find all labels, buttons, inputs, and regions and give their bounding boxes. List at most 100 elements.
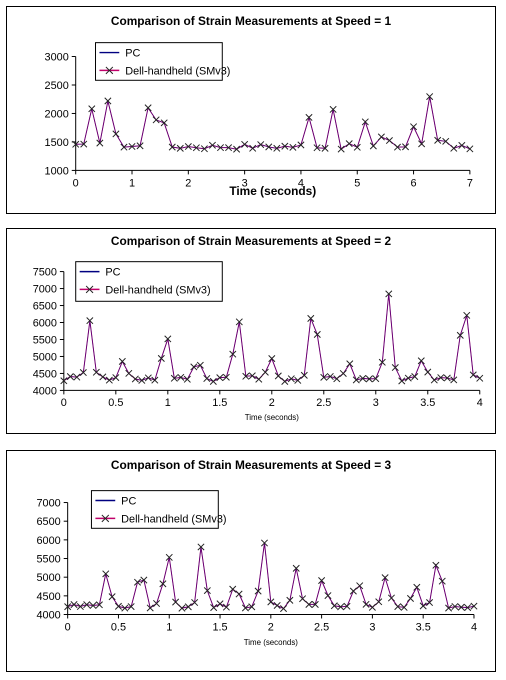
x-marker — [365, 375, 373, 383]
x-marker — [418, 140, 426, 148]
x-marker — [345, 140, 353, 148]
x-marker — [242, 372, 250, 380]
x-tick-label: 1 — [166, 621, 172, 633]
x-marker — [305, 113, 313, 121]
chart-panel-speed-1: Comparison of Strain Measurements at Spe… — [6, 6, 496, 214]
x-tick-label: 2 — [268, 621, 274, 633]
x-marker — [281, 377, 289, 385]
x-marker — [378, 358, 386, 366]
legend-box — [75, 261, 223, 302]
x-marker — [127, 603, 135, 611]
x-marker — [369, 142, 377, 150]
x-marker — [233, 145, 241, 153]
x-marker — [300, 371, 308, 379]
y-tick-label: 1500 — [45, 137, 69, 149]
legend-dell-label: Dell-handheld (SMv3) — [121, 513, 226, 525]
x-marker — [200, 145, 208, 153]
x-marker — [160, 119, 168, 127]
x-marker — [411, 373, 419, 381]
x-marker — [417, 357, 425, 365]
x-marker — [343, 602, 351, 610]
x-marker — [121, 604, 129, 612]
x-marker — [229, 350, 237, 358]
series-dell-markers — [72, 93, 474, 153]
x-marker — [394, 603, 402, 611]
x-marker — [404, 374, 412, 382]
x-marker — [60, 377, 68, 385]
x-marker — [83, 601, 91, 609]
x-marker — [393, 143, 401, 151]
x-marker — [170, 374, 178, 382]
x-marker — [248, 372, 256, 380]
x-marker — [183, 375, 191, 383]
chart-svg: Comparison of Strain Measurements at Spe… — [36, 458, 478, 647]
x-marker — [326, 372, 334, 381]
legend-pc-label: PC — [125, 48, 140, 60]
x-marker — [196, 361, 204, 369]
x-marker — [192, 144, 200, 152]
x-marker — [337, 603, 345, 611]
x-marker — [96, 139, 104, 147]
x-marker — [64, 603, 72, 611]
y-tick-label: 5000 — [33, 351, 57, 363]
x-marker — [125, 369, 133, 377]
x-marker — [159, 580, 167, 588]
x-marker — [313, 330, 321, 338]
x-marker — [321, 144, 329, 152]
series-pc-line — [63, 293, 480, 382]
x-marker — [320, 373, 328, 381]
x-marker — [359, 374, 367, 382]
x-marker — [88, 105, 96, 113]
x-marker — [184, 142, 192, 151]
x-marker — [197, 543, 205, 551]
x-marker — [203, 587, 211, 595]
x-marker — [430, 376, 438, 384]
x-marker — [216, 600, 224, 608]
x-marker — [209, 377, 217, 385]
x-marker — [112, 374, 120, 382]
x-marker — [216, 144, 225, 152]
x-marker — [203, 374, 211, 383]
x-tick-label: 1 — [129, 177, 135, 189]
x-marker — [329, 105, 337, 113]
x-marker — [222, 373, 230, 381]
x-marker — [165, 553, 173, 561]
x-marker — [432, 561, 440, 569]
x-marker — [255, 375, 263, 383]
x-marker — [80, 140, 88, 148]
x-marker — [177, 373, 185, 381]
x-marker — [268, 355, 276, 363]
legend-dell-marker — [85, 285, 94, 294]
chart-title: Comparison of Strain Measurements at Spe… — [111, 14, 392, 28]
x-marker — [168, 143, 176, 151]
x-marker — [95, 601, 103, 609]
x-tick-label: 6 — [411, 177, 417, 189]
y-tick-label: 2500 — [45, 80, 69, 92]
x-marker — [281, 142, 289, 150]
y-tick-label: 6500 — [33, 300, 57, 312]
x-marker — [265, 143, 273, 151]
legend-box — [90, 490, 219, 529]
x-marker — [222, 603, 230, 611]
y-tick-label: 5000 — [36, 572, 60, 584]
x-marker — [456, 331, 464, 339]
x-marker — [346, 360, 354, 368]
x-marker — [146, 604, 154, 612]
x-marker — [464, 604, 472, 612]
x-marker — [260, 539, 268, 547]
x-marker — [257, 141, 265, 149]
x-marker — [398, 377, 406, 385]
x-tick-label: 7 — [467, 177, 473, 189]
x-marker — [469, 371, 477, 379]
x-marker — [402, 143, 410, 151]
y-tick-label: 5500 — [33, 334, 57, 346]
x-marker — [311, 600, 319, 608]
x-marker — [190, 363, 198, 371]
x-marker — [413, 583, 421, 591]
x-marker — [356, 582, 364, 590]
x-marker — [419, 602, 427, 610]
x-marker — [458, 141, 466, 149]
x-marker — [406, 594, 415, 602]
x-marker — [89, 601, 97, 610]
x-marker — [140, 576, 148, 584]
